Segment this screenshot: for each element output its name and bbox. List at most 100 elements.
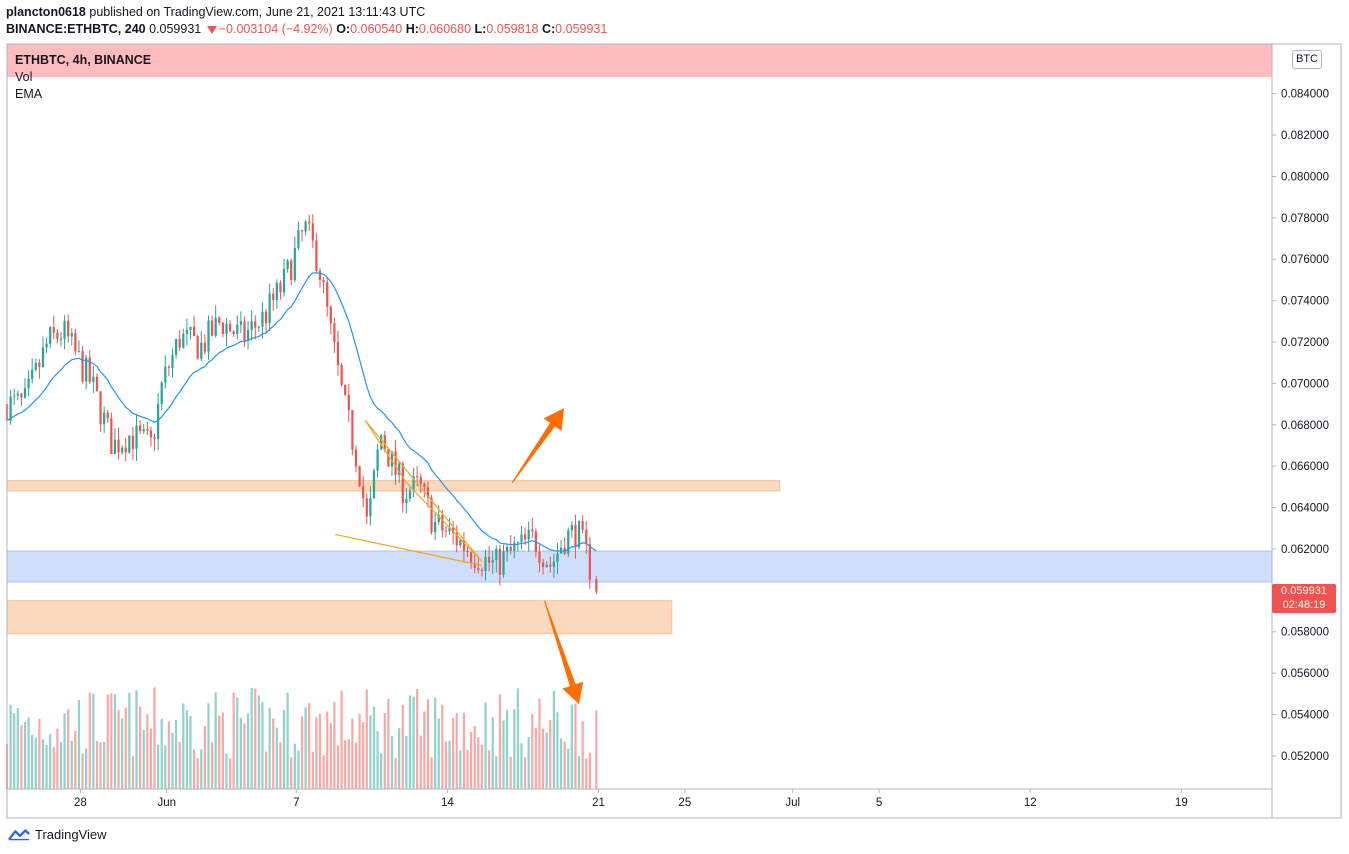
legend-symbol[interactable]: ETHBTC, 4h, BINANCE — [15, 53, 152, 67]
volume-bar — [207, 703, 210, 789]
chart-frame — [6, 43, 1342, 819]
candle-body — [351, 410, 354, 450]
volume-bar — [63, 713, 66, 789]
candle-body — [74, 333, 77, 352]
volume-bar — [282, 709, 286, 789]
arrow-up-icon — [511, 408, 564, 484]
candle-body — [437, 514, 440, 523]
legend-ema[interactable]: EMA — [15, 87, 43, 101]
candle-body — [311, 223, 314, 241]
volume-bar — [380, 753, 383, 789]
price-tick-label: 0.074000 — [1281, 296, 1329, 308]
candle-body — [225, 323, 228, 334]
volume-bar — [452, 718, 455, 789]
volume-bar — [128, 692, 131, 789]
volume-bar — [178, 742, 181, 789]
volume-bar — [106, 694, 109, 789]
volume-bar — [365, 689, 368, 789]
volume-bar — [408, 695, 412, 789]
volume-bar — [491, 717, 494, 789]
volume-bar — [498, 694, 502, 789]
candle-body — [322, 279, 325, 282]
candle-body — [419, 476, 422, 485]
volume-bar — [588, 752, 591, 789]
volume-bar — [344, 740, 347, 789]
candle-body — [441, 514, 444, 531]
candle-body — [487, 556, 491, 563]
volume-bar — [261, 702, 264, 789]
volume-bar — [372, 706, 376, 789]
candle-body — [221, 322, 224, 334]
tradingview-footer[interactable]: TradingView — [8, 827, 107, 842]
volume-bar — [311, 751, 314, 789]
candle-body — [581, 521, 584, 530]
volume-bar — [376, 731, 379, 789]
volume-bar — [146, 714, 149, 789]
volume-bar — [412, 696, 415, 789]
volume-bar — [390, 736, 394, 789]
candle-body — [52, 326, 55, 333]
price-axis[interactable]: 0.0520000.0540000.0560000.0580000.060000… — [1272, 89, 1329, 763]
candle-body — [92, 376, 95, 383]
candle-body — [595, 579, 598, 592]
candle-body — [121, 447, 124, 453]
volume-bar — [462, 712, 466, 789]
volume-bar — [16, 708, 19, 789]
candle-body — [401, 463, 404, 504]
volume-bar — [484, 702, 487, 789]
price-tick-label: 0.082000 — [1281, 130, 1329, 142]
volume-bar — [200, 749, 203, 789]
volume-bar — [570, 704, 573, 789]
volume-bar — [221, 712, 224, 789]
time-axis[interactable]: 28 Jun 7 14 21 25 Jul 5 12 19 — [74, 789, 1188, 809]
close-label: C: — [541, 22, 556, 36]
candle-body — [358, 466, 361, 487]
candle-body — [326, 281, 329, 307]
candle-body — [254, 321, 257, 328]
price-tick-label: 0.080000 — [1281, 171, 1329, 183]
candle-body — [372, 470, 376, 499]
legend-volume[interactable]: Vol — [15, 70, 33, 84]
volume-bar — [236, 697, 239, 789]
time-tick-label: 12 — [1024, 797, 1037, 809]
volume-bar — [81, 753, 84, 789]
volume-bar — [49, 734, 52, 789]
price-tick-label: 0.068000 — [1281, 420, 1329, 432]
candle-body — [192, 326, 196, 336]
volume-bar — [559, 738, 563, 789]
candle-body — [513, 542, 516, 551]
candle-body — [279, 282, 282, 293]
candle-body — [81, 351, 84, 382]
candle-body — [77, 351, 81, 353]
volume-bar — [556, 712, 559, 789]
volume-bar — [477, 737, 480, 789]
pattern-layer — [334, 420, 483, 567]
down-triangle-icon — [206, 25, 217, 34]
volume-bar — [99, 742, 102, 789]
candle-body — [210, 320, 214, 336]
author-name[interactable]: plancton0618 — [6, 5, 86, 19]
candle-body — [523, 534, 527, 540]
time-tick-label: 28 — [74, 797, 87, 809]
candle-body — [509, 546, 512, 551]
pattern-line — [364, 420, 483, 562]
volume-bar — [423, 711, 426, 789]
time-tick-label: 21 — [592, 797, 605, 809]
candle-body — [257, 326, 260, 328]
pattern-line — [334, 533, 483, 567]
volume-bar — [480, 744, 484, 789]
volume-bar — [595, 710, 598, 789]
volume-bar — [358, 713, 361, 789]
currency-badge[interactable]: BTC — [1292, 50, 1322, 69]
candle-body — [304, 221, 307, 232]
time-tick-label: 14 — [441, 797, 454, 809]
candle-body — [38, 362, 41, 367]
volume-bar — [290, 757, 293, 789]
pattern-line — [405, 482, 483, 562]
price-tick-label: 0.054000 — [1281, 710, 1329, 722]
last-price-tag: 0.059931 — [1272, 584, 1336, 598]
volume-bar — [27, 717, 30, 789]
volume-bar — [149, 728, 153, 789]
volume-bar — [509, 756, 512, 789]
